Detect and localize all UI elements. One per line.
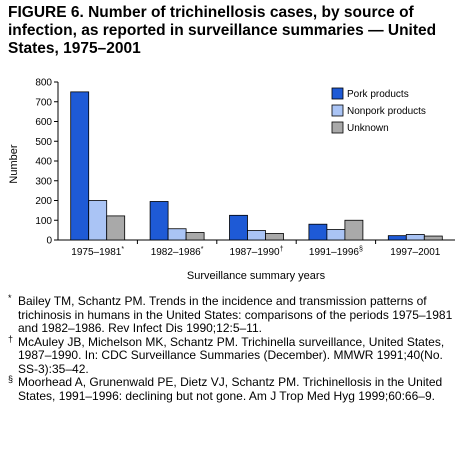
x-tick-footnote-mark: * [121,246,124,253]
legend: Pork products Nonpork products Unknown [331,87,426,134]
x-tick-footnote-mark: † [280,246,284,253]
bar [405,234,425,241]
x-tick-label: 1975–1981* [71,246,124,258]
footnote-text: Moorhead A, Grunenwald PE, Dietz VJ, Sch… [18,375,443,403]
bar [423,235,443,241]
y-tick-label: 100 [35,216,52,227]
legend-swatch [331,104,344,117]
y-axis-label: Number [8,144,20,183]
footnotes: * Bailey TM, Schantz PM. Trends in the i… [8,293,460,403]
footnote: § Moorhead A, Grunenwald PE, Dietz VJ, S… [8,374,460,403]
y-tick-label: 600 [35,117,52,128]
bar [167,228,187,241]
bar [149,201,169,241]
footnote: * Bailey TM, Schantz PM. Trends in the i… [8,293,460,336]
bar [308,223,328,241]
x-tick-label: 1987–1990† [230,246,284,258]
figure-title: FIGURE 6. Number of trichinellosis cases… [8,4,437,57]
bars [70,91,443,241]
legend-swatch [331,121,344,134]
y-tick-label: 400 [35,157,52,168]
footnote: † McAuley JB, Michelson MK, Schantz PM. … [8,333,460,377]
y-tick-label: 300 [35,176,52,187]
bar [326,229,346,241]
bar [70,91,90,241]
bar [106,215,126,241]
y-axis: 0 100 200 300 400 500 600 700 800 [35,78,59,247]
legend-label: Nonpork products [347,106,426,117]
bar [247,230,266,241]
y-tick-label: 500 [35,137,52,148]
y-tick-label: 700 [35,97,52,108]
footnote-mark: † [8,333,14,344]
bar [185,232,205,241]
y-tick-label: 800 [35,78,52,89]
legend-label: Pork products [347,89,409,100]
bar [265,233,284,241]
x-tick-label: 1991–1996§ [309,246,363,258]
bar [88,200,108,241]
x-tick-label: 1997–2001 [390,247,440,258]
bar [229,214,248,241]
x-tick-label: 1982–1986* [151,246,204,258]
x-tick-footnote-mark: § [359,246,363,253]
bar-chart: 0 100 200 300 400 500 600 700 800 1975–1981* 1982… [8,78,455,282]
bar [387,235,407,241]
bar [344,219,364,241]
footnote-text: Bailey TM, Schantz PM. Trends in the inc… [18,294,453,335]
x-axis-label: Surveillance summary years [187,270,326,282]
footnote-mark: § [8,374,14,384]
footnote-mark: * [8,293,12,303]
y-tick-label: 0 [46,236,52,247]
y-tick-label: 200 [35,196,52,207]
footnote-text: McAuley JB, Michelson MK, Schantz PM. Tr… [18,334,445,376]
legend-label: Unknown [347,123,389,134]
legend-swatch [331,87,344,100]
x-tick-footnote-mark: * [201,246,204,253]
x-axis: 1975–1981* 1982–1986* 1987–1990† 1991–1996§… [58,239,455,258]
